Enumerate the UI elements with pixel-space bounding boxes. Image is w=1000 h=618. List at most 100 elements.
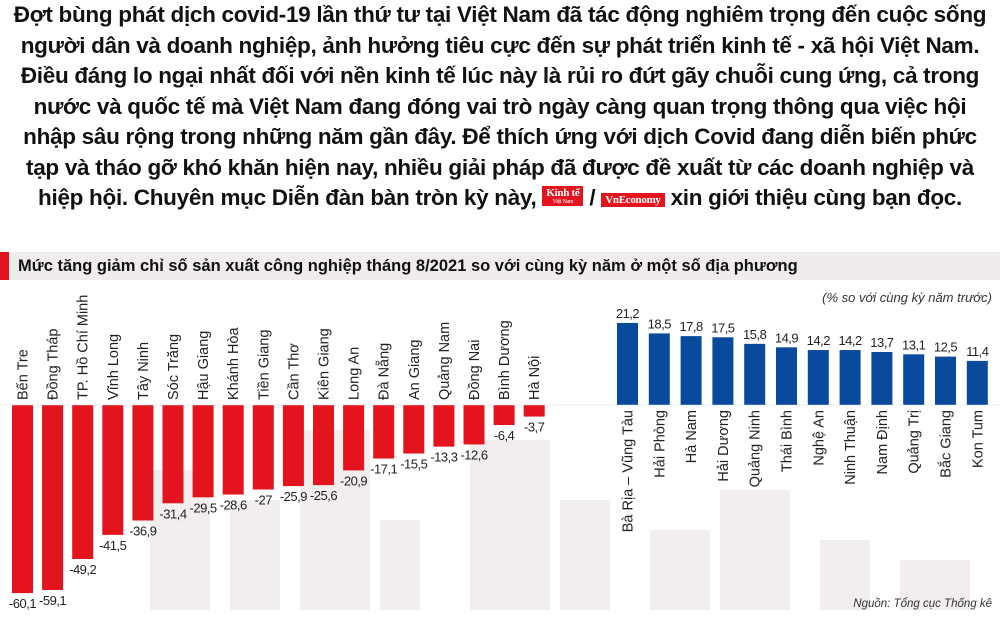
bar [617, 322, 638, 405]
category-label: Quảng Nam [437, 322, 453, 400]
category-label: Nghệ An [811, 410, 827, 466]
intro-text-end: xin giới thiệu cùng bạn đọc. [670, 185, 963, 210]
background-building [820, 540, 870, 610]
value-label: 12,5 [934, 340, 958, 355]
category-label: Khánh Hòa [226, 327, 242, 400]
value-label: -27 [255, 493, 273, 508]
value-label: 13,1 [902, 337, 926, 352]
value-label: -17,1 [370, 462, 397, 477]
bar [162, 405, 184, 504]
category-label: Quảng Ninh [748, 410, 764, 487]
bar [282, 405, 304, 487]
bar [313, 405, 334, 486]
category-label: Tiền Giang [256, 330, 272, 400]
bar [222, 405, 244, 495]
chart-title: Mức tăng giảm chỉ số sản xuất công nghiệ… [18, 257, 798, 275]
category-label: Long An [347, 347, 363, 400]
category-label: Cần Thơ [286, 343, 302, 400]
value-label: -29,5 [190, 500, 217, 515]
category-label: Kon Tum [970, 410, 986, 468]
value-label: 13,7 [870, 335, 894, 350]
value-label: 14,2 [838, 333, 862, 348]
category-label: Hậu Giang [196, 331, 212, 400]
background-building [900, 560, 970, 610]
chart-title-bar: Mức tăng giảm chỉ số sản xuất công nghiệ… [0, 252, 1000, 280]
category-label: Bình Dương [497, 320, 513, 400]
bar [680, 336, 702, 405]
category-label: Hải Dương [716, 410, 732, 482]
source-note: Nguồn: Tổng cục Thống kê [853, 598, 992, 610]
value-label: -20,9 [340, 473, 367, 488]
category-label: Đồng Tháp [46, 329, 62, 400]
bar [403, 405, 425, 454]
category-label: Bến Tre [16, 349, 32, 400]
category-label: Ninh Thuận [843, 410, 859, 485]
value-label: -49,2 [69, 562, 96, 577]
bar [102, 405, 124, 535]
value-label: 14,2 [807, 333, 831, 348]
value-label: 17,8 [679, 319, 703, 334]
bar [648, 333, 670, 405]
category-label: Kiên Giang [317, 328, 333, 400]
category-label: Quảng Trị [907, 410, 923, 474]
category-label: Hà Nội [527, 356, 543, 400]
value-label: 18,5 [648, 316, 672, 331]
background-building [720, 490, 790, 610]
bar [493, 405, 515, 426]
bar [192, 405, 214, 498]
background-building [650, 530, 710, 610]
category-label: Hải Phòng [652, 410, 668, 478]
value-label: -60,1 [9, 596, 36, 611]
value-label: -25,9 [280, 489, 307, 504]
value-label: -3,7 [524, 420, 545, 435]
value-label: 15,8 [743, 327, 767, 342]
intro-paragraph: Đợt bùng phát dịch covid-19 lần thứ tư t… [6, 0, 994, 214]
category-label: Sóc Trăng [166, 334, 182, 400]
category-label: An Giang [407, 340, 423, 400]
category-label: TP. Hồ Chí Minh [76, 295, 92, 400]
value-label: 11,4 [966, 344, 989, 359]
bar [433, 405, 455, 447]
value-label: -41,5 [99, 538, 126, 553]
bar [776, 347, 797, 405]
intro-text: Đợt bùng phát dịch covid-19 lần thứ tư t… [13, 2, 987, 210]
bar [744, 343, 766, 405]
bar [72, 405, 94, 559]
value-label: 14,9 [775, 330, 799, 345]
value-label: -25,6 [310, 488, 337, 503]
value-label: -15,5 [400, 457, 427, 472]
title-accent-stripe [0, 252, 9, 280]
value-label: -6,4 [494, 428, 515, 443]
value-label: 17,5 [711, 320, 735, 335]
value-label: -59,1 [39, 593, 66, 608]
category-label: Nam Định [875, 410, 891, 474]
bar [807, 350, 829, 405]
category-label: Thái Bình [780, 410, 796, 472]
unit-note: (% so với cùng kỳ năm trước) [822, 290, 992, 305]
value-label: -12,6 [460, 447, 487, 462]
value-label: -13,3 [430, 450, 457, 465]
category-label: Đồng Nai [467, 340, 483, 400]
background-building [560, 500, 610, 610]
bar [523, 405, 545, 417]
bar [966, 360, 988, 405]
bar [12, 405, 33, 594]
bar [871, 351, 893, 405]
logo-separator: / [589, 185, 596, 210]
background-building [380, 520, 420, 610]
bar [712, 337, 734, 405]
bar [935, 356, 956, 405]
category-label: Bắc Giang [938, 410, 955, 478]
value-label: -28,6 [220, 498, 247, 513]
bar [252, 405, 274, 490]
background-building [230, 500, 280, 610]
category-label: Tây Ninh [136, 342, 152, 400]
bar [42, 405, 64, 590]
bar [903, 354, 925, 405]
value-label: -31,4 [159, 506, 186, 521]
category-label: Đà Nẵng [376, 343, 393, 400]
category-label: Bà Rịa – Vũng Tàu [621, 410, 637, 532]
bar [463, 405, 485, 445]
bar [373, 405, 395, 459]
